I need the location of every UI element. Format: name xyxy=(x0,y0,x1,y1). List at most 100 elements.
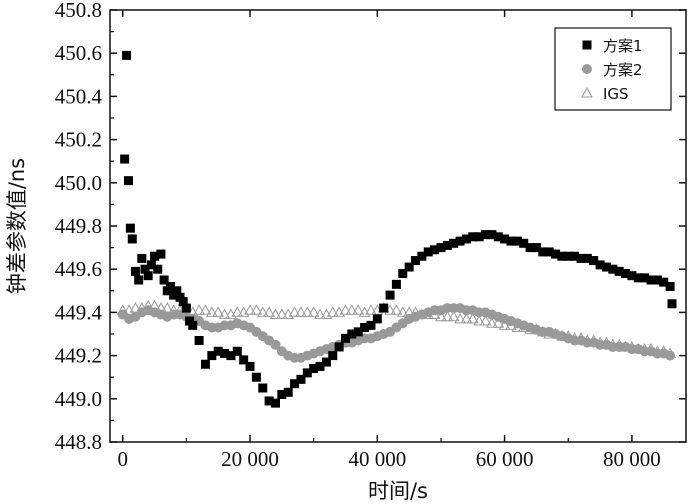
series-3-point xyxy=(193,304,205,315)
y-tick-label: 449.8 xyxy=(55,214,102,238)
x-tick-label: 80 000 xyxy=(603,447,661,471)
legend-label-3: IGS xyxy=(603,85,629,103)
series-1-point xyxy=(194,335,204,345)
series-1-point xyxy=(353,327,363,337)
series-1-point xyxy=(595,260,605,270)
series-3-point xyxy=(263,306,275,317)
x-tick-label: 60 000 xyxy=(476,447,534,471)
series-3-point xyxy=(250,304,263,315)
series-1-point xyxy=(134,275,144,285)
series-1-point xyxy=(290,379,300,389)
y-axis-title: 钟差参数值/ns xyxy=(5,158,29,294)
series-1-point xyxy=(277,389,287,399)
legend-items: 方案1 方案2 IGS xyxy=(581,37,643,103)
series-1-point xyxy=(544,247,554,257)
series-1-point xyxy=(258,383,268,393)
series-2 xyxy=(117,303,676,363)
series-3-point xyxy=(365,304,377,315)
series-3-point xyxy=(212,306,225,317)
series-1-point xyxy=(455,236,465,246)
plot-frame xyxy=(109,9,687,443)
series-1-point xyxy=(563,251,573,261)
series-1-point xyxy=(251,372,261,382)
series-1-point xyxy=(646,275,656,285)
series-1-point xyxy=(360,323,370,333)
series-3-point xyxy=(435,310,447,322)
series-1-point xyxy=(207,351,217,361)
series-1-point xyxy=(519,238,529,248)
y-tick-label: 450.4 xyxy=(55,84,103,108)
series-1-point xyxy=(461,234,471,244)
series-1-point xyxy=(481,230,491,240)
series-3-point xyxy=(358,306,371,317)
series-3-point xyxy=(301,306,314,317)
series-1-point xyxy=(328,351,338,361)
series-1-point xyxy=(468,232,478,242)
series-3-point xyxy=(352,304,365,315)
series-1-point xyxy=(474,232,484,242)
series-3-point xyxy=(492,317,505,328)
series-1-point xyxy=(512,236,522,246)
series-3-point xyxy=(288,306,301,317)
series-3-point xyxy=(269,308,282,320)
series-1-point xyxy=(551,249,561,259)
series-1-point xyxy=(239,355,249,365)
series-1-point xyxy=(531,243,541,253)
series-1-point xyxy=(379,303,389,313)
x-axis-title: 时间/s xyxy=(368,479,428,503)
series-1-point xyxy=(659,277,669,287)
series-3-point xyxy=(466,312,479,324)
y-tick-label: 449.2 xyxy=(55,344,102,368)
series-1-point xyxy=(372,314,382,324)
y-tick-label: 450.8 xyxy=(55,0,102,22)
series-1-point xyxy=(123,176,133,186)
series-1-point xyxy=(487,230,497,240)
y-tick-label: 449.0 xyxy=(55,387,102,411)
series-1-point xyxy=(506,236,516,246)
x-tick-label: 20 000 xyxy=(221,447,279,471)
series-3-point xyxy=(460,312,473,324)
y-tick-label: 450.0 xyxy=(55,171,102,195)
series-1-point xyxy=(122,50,132,60)
legend-marker-2 xyxy=(582,64,592,74)
series-3-point xyxy=(473,315,485,326)
legend: 方案1 方案2 IGS xyxy=(554,27,672,111)
series-3-point xyxy=(447,310,460,322)
series-1-point xyxy=(538,247,548,257)
series-1-point xyxy=(667,299,677,309)
series-3-point xyxy=(256,306,269,317)
series-3-point xyxy=(199,304,212,315)
series-1-point xyxy=(436,243,446,253)
series-1-point xyxy=(576,253,586,263)
series-3-point xyxy=(218,308,231,320)
series-3-point xyxy=(441,310,454,322)
series-3-point xyxy=(295,306,307,317)
series-1-point xyxy=(130,266,140,276)
series-1-point xyxy=(232,346,242,356)
series-3-point xyxy=(390,304,403,315)
y-tick-label: 448.8 xyxy=(55,430,102,454)
series-1-point xyxy=(245,361,255,371)
series-1-point xyxy=(127,234,137,244)
series-1-point xyxy=(385,290,395,300)
series-3-point xyxy=(275,308,288,320)
series-1-point xyxy=(283,387,293,397)
series-1-point xyxy=(172,286,182,296)
series-1-point xyxy=(589,256,599,266)
y-tick-label: 450.2 xyxy=(55,128,102,152)
series-2-point xyxy=(270,339,281,350)
series-3-point xyxy=(396,306,409,317)
series-3-point xyxy=(486,317,498,328)
legend-label-2: 方案2 xyxy=(603,61,643,79)
series-2-point xyxy=(665,350,676,361)
series-3-point xyxy=(314,308,326,320)
series-1-point xyxy=(146,260,156,270)
series-1-point xyxy=(156,249,166,259)
series-1-point xyxy=(264,396,274,406)
series-1-point xyxy=(366,320,376,330)
x-tick-label: 0 xyxy=(117,447,128,471)
series-1-point xyxy=(557,251,567,261)
series-1-point xyxy=(391,279,401,289)
series-1-point xyxy=(321,357,331,367)
